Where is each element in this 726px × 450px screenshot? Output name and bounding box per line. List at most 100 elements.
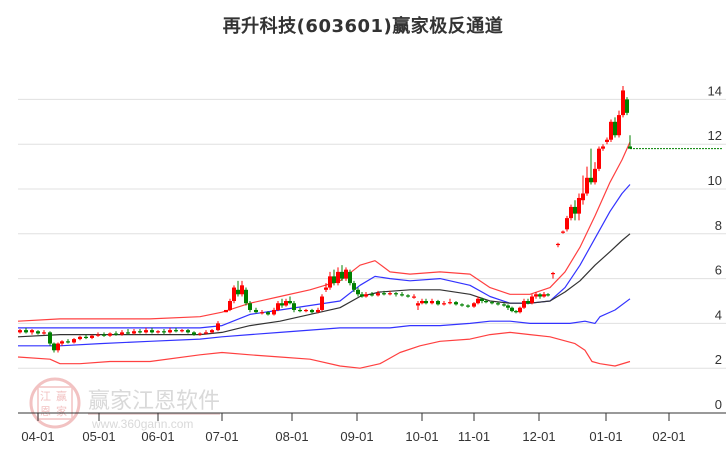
candle-body xyxy=(224,309,228,313)
candle-body xyxy=(288,301,292,304)
candle-body xyxy=(150,330,154,333)
x-tick-label: 02-01 xyxy=(652,429,685,444)
band-inner-upper xyxy=(18,184,631,329)
candle-body xyxy=(352,283,356,290)
candle-body xyxy=(476,298,480,304)
candle-body xyxy=(344,269,348,279)
candle-body xyxy=(144,330,148,333)
y-tick-label: 2 xyxy=(715,352,722,367)
candle-body xyxy=(565,218,569,230)
candle-body xyxy=(280,303,284,306)
x-tick-label: 01-01 xyxy=(589,429,622,444)
candle-body xyxy=(292,303,296,310)
band-outer-lower xyxy=(17,331,631,369)
candle-body xyxy=(609,121,613,140)
candle-body xyxy=(577,197,581,214)
watermark-seal-char: 赢 xyxy=(56,389,67,403)
candle-body xyxy=(526,301,530,304)
candle-body xyxy=(180,330,184,332)
candle-body xyxy=(601,146,605,149)
candle-body xyxy=(198,333,202,335)
watermark-url: www.360gann.com xyxy=(91,417,193,431)
candle-body xyxy=(108,333,112,336)
candle-body xyxy=(138,331,142,333)
candle-body xyxy=(284,301,288,306)
candle-body xyxy=(162,331,166,333)
candle-body xyxy=(216,323,220,331)
candle-body xyxy=(430,301,434,304)
candle-body xyxy=(551,273,555,275)
candle-body xyxy=(506,305,510,308)
candle-body xyxy=(625,99,629,113)
watermark-name: 赢家江恩软件 xyxy=(88,389,220,414)
y-tick-label: 8 xyxy=(715,218,722,233)
candle-body xyxy=(538,294,542,297)
candle-body xyxy=(573,206,577,214)
candle-body xyxy=(30,330,34,333)
candle-body xyxy=(585,177,589,194)
watermark-seal-icon xyxy=(29,377,81,429)
candle-body xyxy=(78,336,82,340)
band-inner-lower xyxy=(18,298,631,347)
candle-body xyxy=(204,332,208,334)
candle-body xyxy=(542,294,546,297)
candle-body xyxy=(328,276,332,288)
candle-body xyxy=(514,311,518,313)
y-tick-label: 10 xyxy=(708,173,722,188)
candle-body xyxy=(364,294,368,297)
candle-body xyxy=(260,312,264,314)
x-tick-label: 11-01 xyxy=(458,429,490,444)
candle-body xyxy=(272,309,276,315)
candle-body xyxy=(84,336,88,339)
y-tick-label: 6 xyxy=(715,263,722,278)
candle-body xyxy=(412,296,416,298)
candle-body xyxy=(556,243,560,246)
candle-body xyxy=(581,193,585,201)
candle-body xyxy=(613,121,617,136)
candle-body xyxy=(72,339,76,343)
candle-body xyxy=(382,293,386,295)
x-tick-label: 05-01 xyxy=(82,429,115,444)
x-tick-label: 04-01 xyxy=(21,429,54,444)
candlesticks xyxy=(18,85,632,353)
candle-body xyxy=(376,293,380,296)
candle-body xyxy=(132,331,136,334)
candle-body xyxy=(534,294,538,297)
candle-body xyxy=(448,302,452,304)
watermark-seal-char: 家 xyxy=(56,404,67,418)
band-outer-upper xyxy=(17,141,631,322)
candle-body xyxy=(320,296,324,310)
x-axis: 04-01 05-01 06-01 07-01 08-01 09-01 10-01 11-01… xyxy=(18,412,726,444)
x-tick-label: 09-01 xyxy=(340,429,373,444)
watermark-seal-box xyxy=(37,386,73,420)
y-tick-label: 14 xyxy=(708,83,722,98)
candle-body xyxy=(266,312,270,315)
candle-body xyxy=(522,301,526,308)
candle-body xyxy=(605,139,609,142)
candle-body xyxy=(332,276,336,284)
candle-body xyxy=(316,309,320,313)
candle-body xyxy=(484,301,488,303)
candle-body xyxy=(460,304,464,306)
candle-body xyxy=(593,168,597,183)
candle-body xyxy=(569,206,573,219)
candle-body xyxy=(454,302,458,305)
candle-body xyxy=(102,334,106,336)
candle-body xyxy=(186,330,190,333)
y-tick-label: 4 xyxy=(715,307,722,322)
candle-body xyxy=(244,289,248,304)
candle-body xyxy=(248,303,252,310)
x-tick-label: 08-01 xyxy=(275,429,308,444)
candle-body xyxy=(424,301,428,304)
candle-body xyxy=(406,295,410,297)
y-tick-label: 0 xyxy=(715,397,722,412)
candle-body xyxy=(589,177,593,183)
candle-body xyxy=(436,301,440,305)
candle-body xyxy=(42,332,46,334)
candle-body xyxy=(420,301,424,304)
candle-body xyxy=(48,332,52,344)
candle-body xyxy=(52,343,56,351)
candle-body xyxy=(394,293,398,295)
candle-body xyxy=(56,343,60,351)
